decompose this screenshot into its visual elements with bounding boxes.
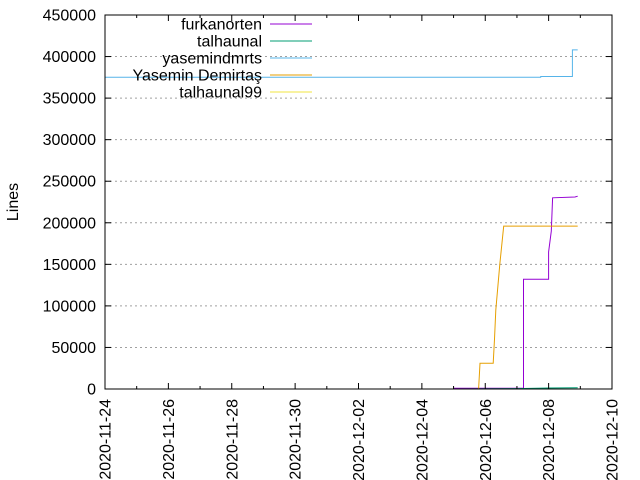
x-tick-label: 2020-12-02 [351, 399, 368, 480]
legend-label: talhaunal99 [179, 85, 262, 102]
x-tick-label: 2020-11-30 [288, 399, 305, 480]
legend: furkanortentalhaunalyasemindmrtsYasemin … [132, 17, 312, 102]
y-tick-label: 200000 [43, 215, 96, 232]
y-tick-label: 100000 [43, 298, 96, 315]
y-tick-label: 250000 [43, 174, 96, 191]
legend-label: yasemindmrts [162, 51, 262, 68]
x-tick-label: 2020-12-08 [541, 399, 558, 480]
x-tick-label: 2020-12-04 [414, 399, 431, 480]
y-axis-label: Lines [5, 183, 22, 221]
plot-area [105, 49, 578, 390]
legend-label: furkanorten [181, 17, 262, 34]
x-tick-label: 2020-12-10 [605, 399, 622, 480]
x-tick-label: 2020-12-06 [478, 399, 495, 480]
y-tick-label: 0 [87, 382, 96, 399]
axis-ticks: 0 50000 100000 150000 200000 250000 300000 3500… [43, 8, 622, 480]
series-line-0 [453, 195, 578, 389]
y-tick-label: 400000 [43, 49, 96, 66]
x-tick-label: 2020-11-26 [161, 399, 178, 480]
legend-label: talhaunal [197, 34, 262, 51]
y-tick-label: 300000 [43, 132, 96, 149]
y-tick-label: 350000 [43, 91, 96, 108]
x-tick-label: 2020-11-24 [98, 399, 115, 480]
legend-label: Yasemin Demirtaş [132, 68, 262, 85]
series-line-3 [478, 225, 578, 390]
y-tick-label: 50000 [52, 340, 97, 357]
series-line-2 [105, 49, 578, 78]
y-tick-label: 150000 [43, 257, 96, 274]
y-tick-label: 450000 [43, 8, 96, 25]
x-tick-label: 2020-11-28 [224, 399, 241, 480]
